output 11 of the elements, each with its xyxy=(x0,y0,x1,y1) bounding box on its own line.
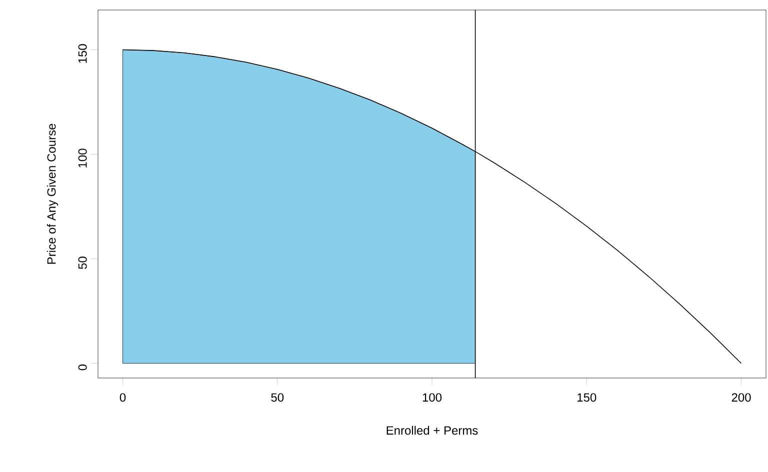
y-tick-label: 0 xyxy=(78,364,87,370)
y-axis-title: Price of Any Given Course xyxy=(46,124,58,264)
x-tick-label: 200 xyxy=(732,393,751,402)
y-tick-label: 50 xyxy=(78,256,87,270)
x-tick-label: 150 xyxy=(578,393,596,402)
x-tick-label: 100 xyxy=(422,393,442,402)
x-tick-label: 50 xyxy=(271,393,284,402)
x-tick-label: 0 xyxy=(120,393,126,402)
y-tick-label: 150 xyxy=(78,44,87,63)
y-tick-label: 100 xyxy=(78,148,87,168)
x-axis-title: Enrolled + Perms xyxy=(386,426,478,435)
